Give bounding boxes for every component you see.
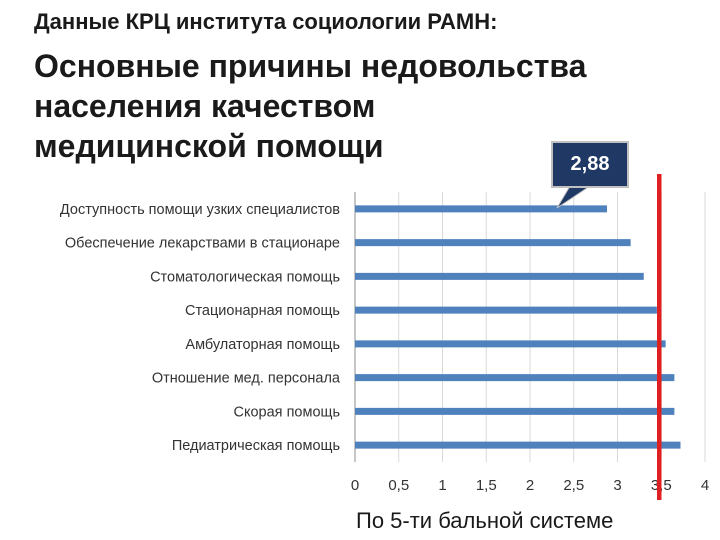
bar-0 — [355, 205, 607, 213]
source-caption: Данные КРЦ института социологии РАМН: — [34, 9, 498, 34]
bar-5 — [355, 374, 675, 382]
category-label-2: Стоматологическая помощь — [150, 269, 340, 285]
x-tick-label-1: 0,5 — [388, 477, 409, 494]
bar-6 — [355, 407, 675, 415]
bar-2 — [355, 272, 644, 280]
category-label-5: Отношение мед. персонала — [152, 371, 341, 387]
category-label-3: Стационарная помощь — [185, 303, 340, 319]
x-tick-label-4: 2 — [526, 477, 534, 494]
title-line-2: населения качеством — [34, 88, 376, 124]
title-line-3: медицинской помощи — [34, 128, 384, 164]
x-tick-label-8: 4 — [701, 477, 709, 494]
x-axis-title: По 5-ти бальной системе — [356, 508, 614, 533]
x-tick-label-6: 3 — [613, 477, 621, 494]
category-label-1: Обеспечение лекарствами в стационаре — [65, 236, 340, 252]
page-title: Основные причины недовольства населения … — [34, 46, 694, 166]
bar-1 — [355, 239, 631, 247]
category-label-4: Амбулаторная помощь — [185, 337, 340, 353]
title-line-1: Основные причины недовольства — [34, 48, 587, 84]
category-label-7: Педиатрическая помощь — [172, 438, 340, 454]
category-label-6: Скорая помощь — [234, 404, 340, 420]
x-tick-label-5: 2,5 — [563, 477, 584, 494]
bar-7 — [355, 441, 681, 449]
bar-3 — [355, 306, 657, 314]
x-tick-label-0: 0 — [351, 477, 359, 494]
x-tick-label-2: 1 — [438, 477, 446, 494]
x-tick-label-3: 1,5 — [476, 477, 497, 494]
bar-4 — [355, 340, 666, 348]
value-callout: 2,88 — [551, 141, 629, 188]
category-label-0: Доступность помощи узких специалистов — [60, 202, 340, 218]
